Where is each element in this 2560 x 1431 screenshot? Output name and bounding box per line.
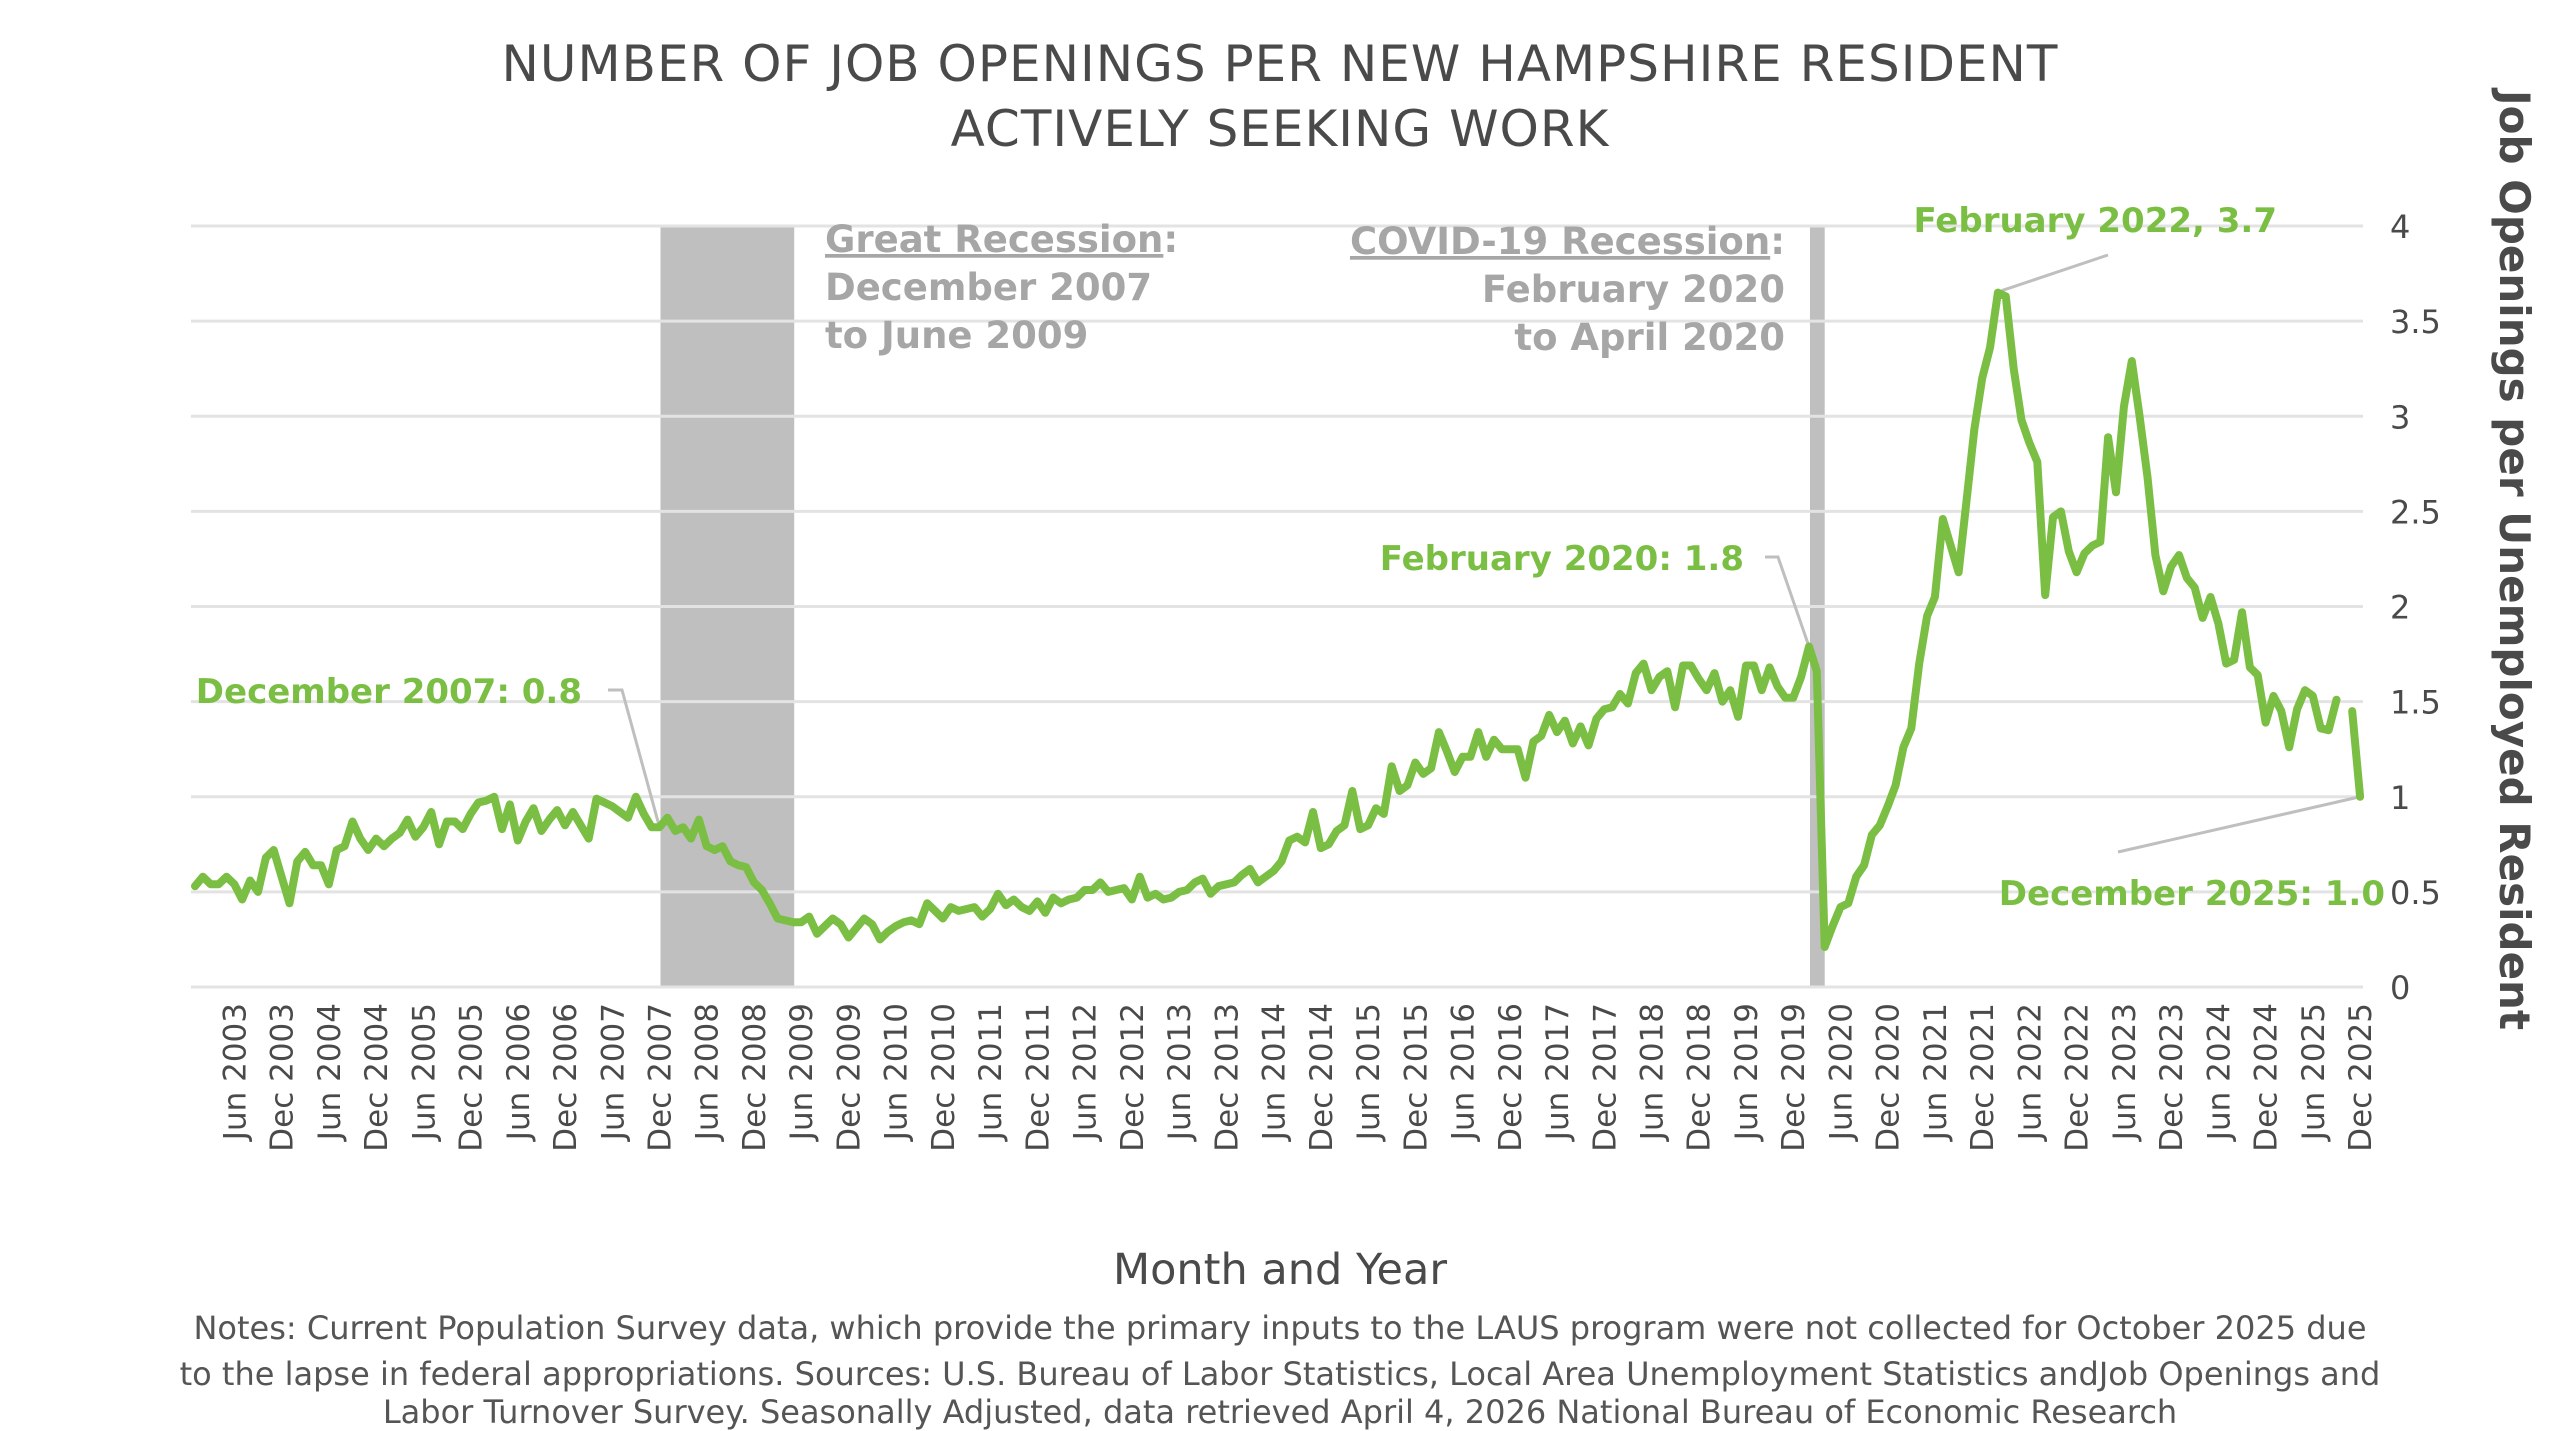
recession-label-line: December 2007 (825, 266, 1152, 309)
annotation-leader-line (2002, 255, 2108, 291)
annotation-label: December 2025: 1.0 (1999, 874, 2385, 914)
x-tick-label: Dec 2006 (548, 1003, 584, 1152)
y-tick-label: 1.5 (2390, 684, 2441, 722)
x-tick-label: Jun 2012 (1068, 1003, 1104, 1142)
x-tick-label: Dec 2007 (643, 1003, 679, 1152)
x-tick-label: Jun 2003 (217, 1003, 253, 1142)
x-tick-label: Dec 2024 (2249, 1003, 2285, 1152)
x-tick-label: Jun 2008 (690, 1003, 726, 1142)
chart-plot: 0 0.5 1 1.5 2 2.5 3 3.5 4 Jun 2003 Dec 2003 Jun 20… (0, 0, 2560, 1240)
x-tick-label: Dec 2017 (1587, 1003, 1623, 1152)
x-tick-label: Dec 2021 (1965, 1003, 2001, 1152)
x-tick-label: Dec 2005 (454, 1003, 490, 1152)
x-tick-label: Dec 2012 (1115, 1003, 1151, 1152)
x-tick-label: Jun 2011 (973, 1003, 1009, 1142)
x-tick-label: Dec 2015 (1398, 1003, 1434, 1152)
y-tick-label: 2 (2390, 589, 2410, 627)
x-tick-label: Jun 2009 (784, 1003, 820, 1142)
series-line (195, 293, 2337, 947)
x-tick-label: Jun 2015 (1351, 1003, 1387, 1142)
x-tick-label: Dec 2003 (265, 1003, 301, 1152)
notes-line-3: Labor Turnover Survey. Seasonally Adjust… (0, 1397, 2560, 1427)
x-tick-label: Jun 2020 (1823, 1003, 1859, 1142)
recession-label-line: to June 2009 (825, 314, 1088, 357)
series-line (2352, 711, 2360, 797)
y-tick-label: 2.5 (2390, 493, 2441, 531)
annotation-leader-line (1765, 557, 1809, 646)
x-tick-label: Jun 2004 (312, 1003, 348, 1142)
x-tick-label: Dec 2016 (1493, 1003, 1529, 1152)
y-tick-label: 3.5 (2390, 303, 2441, 341)
notes-line-2: to the lapse in federal appropriations. … (0, 1351, 2560, 1397)
y-tick-label: 1 (2390, 779, 2410, 817)
y-tick-label: 0.5 (2390, 874, 2441, 912)
x-tick-label: Jun 2024 (2201, 1003, 2237, 1142)
x-tick-label: Dec 2010 (926, 1003, 962, 1152)
x-tick-label: Dec 2019 (1776, 1003, 1812, 1152)
x-tick-label: Jun 2025 (2296, 1003, 2332, 1142)
x-tick-label: Jun 2007 (595, 1003, 631, 1142)
x-tick-label: Jun 2021 (1918, 1003, 1954, 1142)
x-tick-label: Dec 2014 (1304, 1003, 1340, 1152)
notes-line-1: Notes: Current Population Survey data, w… (0, 1305, 2560, 1351)
x-tick-label: Jun 2014 (1257, 1003, 1293, 1142)
y-tick-label: 0 (2390, 969, 2410, 1007)
x-tick-label: Jun 2019 (1729, 1003, 1765, 1142)
recession-label-line: February 2020 (1482, 268, 1785, 311)
x-tick-label: Jun 2022 (2012, 1003, 2048, 1142)
x-tick-label: Jun 2013 (1162, 1003, 1198, 1142)
x-tick-label: Jun 2023 (2107, 1003, 2143, 1142)
x-tick-label: Dec 2020 (1871, 1003, 1907, 1152)
x-tick-label: Dec 2011 (1020, 1003, 1056, 1152)
x-tick-label: Dec 2023 (2154, 1003, 2190, 1152)
recession-heading-text: Great Recession (825, 218, 1163, 261)
recession-heading-colon: : (1770, 220, 1785, 263)
y-axis-title: Job Openings per Unemployed Resident (2490, 87, 2539, 1030)
recession-heading-text: COVID-19 Recession (1350, 220, 1770, 263)
recession-label-heading: COVID-19 Recession: (1350, 220, 1785, 263)
y-tick-label: 3 (2390, 398, 2410, 436)
annotation-label: February 2020: 1.8 (1380, 539, 1744, 579)
x-axis-title: Month and Year (0, 1245, 2560, 1295)
recession-label-heading: Great Recession: (825, 218, 1178, 261)
annotation-label: December 2007: 0.8 (196, 672, 582, 712)
recession-label-line: to April 2020 (1514, 316, 1785, 359)
recession-heading-colon: : (1163, 218, 1178, 261)
x-tick-label: Dec 2013 (1209, 1003, 1245, 1152)
x-tick-label: Dec 2018 (1682, 1003, 1718, 1152)
x-tick-label: Jun 2010 (879, 1003, 915, 1142)
x-tick-label: Dec 2004 (359, 1003, 395, 1152)
x-tick-label: Jun 2016 (1446, 1003, 1482, 1142)
x-tick-label: Jun 2017 (1540, 1003, 1576, 1142)
x-tick-label: Jun 2005 (406, 1003, 442, 1142)
annotation-leader-line (2118, 797, 2360, 852)
x-tick-label: Jun 2006 (501, 1003, 537, 1142)
annotation-label: February 2022, 3.7 (1913, 201, 2277, 241)
x-tick-label: Dec 2022 (2060, 1003, 2096, 1152)
y-tick-label: 4 (2390, 208, 2410, 246)
x-tick-label: Dec 2009 (831, 1003, 867, 1152)
x-tick-label: Dec 2008 (737, 1003, 773, 1152)
x-tick-label: Jun 2018 (1635, 1003, 1671, 1142)
x-tick-label: Dec 2025 (2343, 1003, 2379, 1152)
